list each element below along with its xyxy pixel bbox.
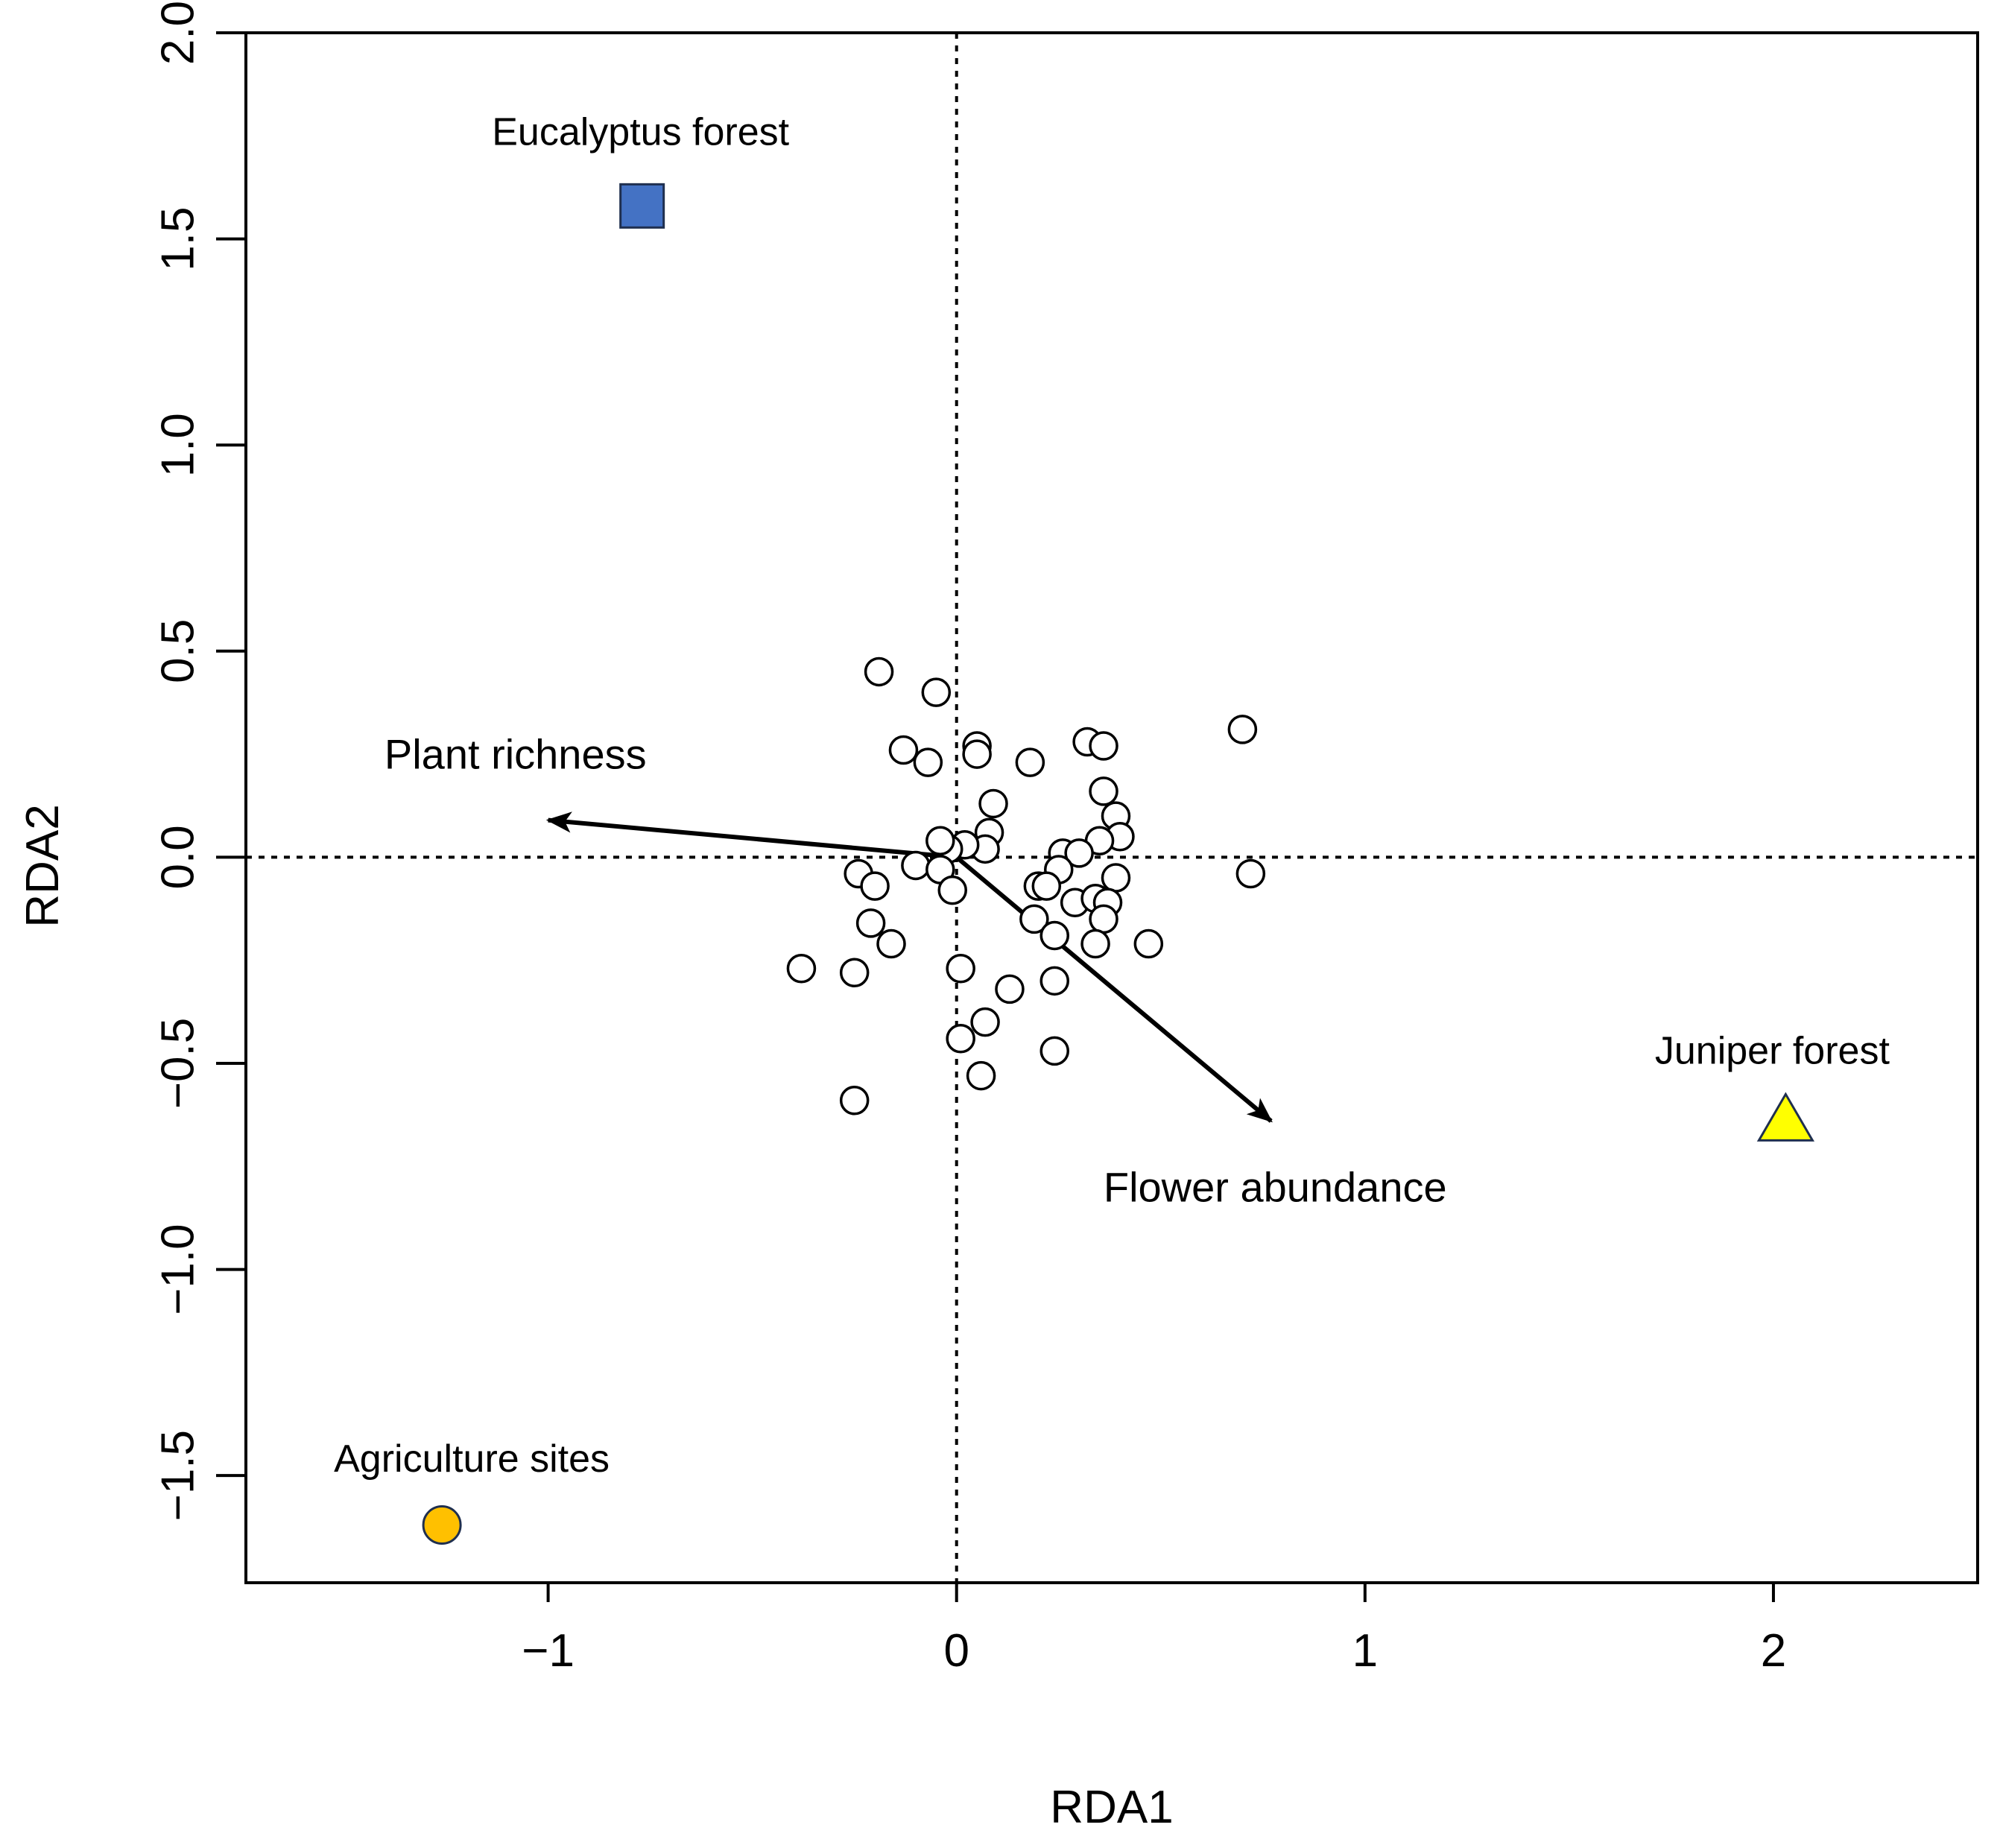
sample-point	[1089, 776, 1118, 806]
sample-point	[901, 850, 931, 881]
sample-point	[786, 953, 817, 984]
site-centroids: Eucalyptus forest Juniper forest Agricultu…	[334, 111, 1890, 1545]
sample-point	[1019, 904, 1049, 934]
agriculture-centroid-marker	[422, 1505, 462, 1545]
sample-point	[855, 908, 886, 938]
sample-point	[925, 826, 955, 856]
x-tick-label: 2	[1761, 1625, 1786, 1677]
sample-point	[1039, 1036, 1070, 1066]
sample-point	[1235, 858, 1266, 889]
y-tick-label: 0.5	[153, 619, 204, 683]
x-tick-label: −1	[522, 1625, 575, 1677]
sample-point	[995, 974, 1025, 1004]
sample-point	[1089, 904, 1118, 934]
sample-point	[1015, 747, 1045, 777]
y-tick-label: −0.5	[153, 1018, 204, 1109]
x-axis: −1 0 1 2	[522, 1581, 1786, 1677]
y-tick-label: 2.0	[153, 1, 204, 65]
sample-point	[839, 958, 870, 988]
sample-points	[786, 656, 1266, 1116]
y-tick-label: 0.0	[153, 825, 204, 889]
sample-point	[876, 928, 906, 959]
x-tick-label: 1	[1352, 1625, 1378, 1677]
sample-point	[1080, 928, 1110, 959]
sample-point	[946, 1024, 975, 1054]
sample-point	[1227, 715, 1258, 744]
sample-point	[921, 677, 952, 707]
environmental-vectors: Plant richness Flower abundance	[385, 731, 1447, 1211]
sample-point	[839, 1086, 870, 1116]
juniper-centroid-marker	[1756, 1092, 1814, 1142]
sample-point	[962, 739, 992, 769]
vector-arrow	[955, 855, 1273, 1123]
sample-point	[1039, 966, 1070, 996]
sample-point	[937, 875, 967, 905]
sample-point	[888, 735, 919, 765]
sample-point	[946, 953, 975, 984]
sample-point	[1101, 863, 1131, 893]
vector-label: Flower abundance	[1104, 1164, 1447, 1211]
reference-lines	[246, 33, 1978, 1583]
y-axis: −1.5 −1.0 −0.5 0.0 0.5 1.0 1.5 2.0	[153, 1, 247, 1521]
y-tick-label: −1.5	[153, 1430, 204, 1521]
sample-point	[1089, 731, 1118, 761]
sample-point	[864, 656, 894, 687]
y-tick-label: −1.0	[153, 1224, 204, 1314]
sample-point	[1064, 838, 1094, 868]
agriculture-label: Agriculture sites	[334, 1437, 610, 1481]
sample-point	[978, 788, 1008, 819]
x-tick-label: 0	[943, 1625, 969, 1677]
vector-label: Plant richness	[385, 731, 647, 778]
sample-point	[913, 747, 943, 777]
sample-point	[1133, 928, 1164, 959]
x-axis-title: RDA1	[1050, 1782, 1173, 1833]
eucalyptus-label: Eucalyptus forest	[492, 111, 789, 154]
sample-point	[860, 871, 890, 901]
sample-point	[966, 1060, 996, 1091]
sample-point	[1031, 871, 1062, 901]
juniper-label: Juniper forest	[1655, 1030, 1890, 1073]
y-axis-title: RDA2	[17, 804, 69, 927]
vector-arrow	[545, 811, 957, 860]
y-tick-label: 1.0	[153, 413, 204, 477]
y-tick-label: 1.5	[153, 206, 204, 270]
sample-point	[1039, 920, 1070, 951]
sample-point	[970, 1007, 1000, 1037]
eucalyptus-centroid-marker	[619, 183, 665, 229]
